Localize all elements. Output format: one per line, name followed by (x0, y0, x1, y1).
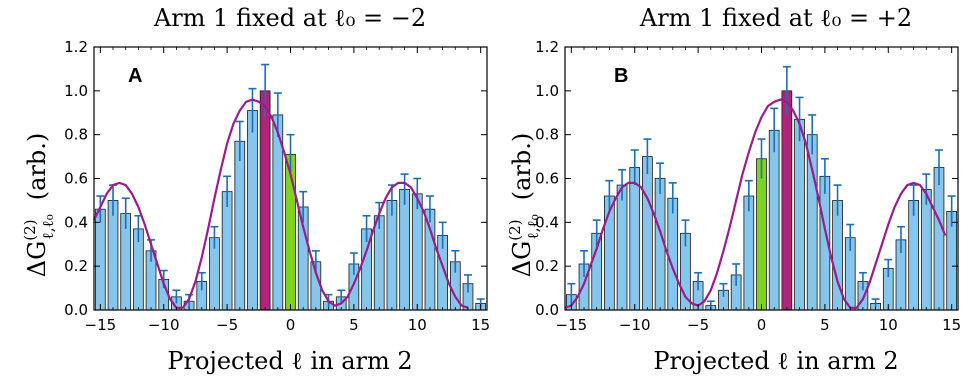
bar (806, 134, 818, 311)
bar (399, 189, 410, 311)
x-tick-label: 10 (879, 316, 898, 334)
y-label-sup: (2) (21, 219, 39, 240)
y-tick-label: 0.4 (64, 213, 88, 231)
y-label-sub: ℓ,ℓ₀ (524, 214, 542, 239)
bar (247, 110, 258, 311)
fit-curve (93, 98, 469, 309)
x-tick-label: −15 (556, 316, 588, 334)
bar (743, 195, 755, 311)
bar (794, 118, 805, 311)
bar (667, 197, 679, 311)
x-tick-label: 5 (349, 316, 359, 334)
x-tick-label: 10 (408, 316, 427, 334)
highlighted-bar (781, 90, 793, 311)
bar (920, 189, 932, 311)
panel-label: B (614, 65, 628, 87)
y-tick-label: 0.0 (64, 301, 88, 319)
error-bars (567, 65, 956, 310)
panel-b: Arm 1 fixed at ℓ₀ = +2 ΔG(2)ℓ,ℓ₀ (arb.) P… (506, 4, 961, 375)
x-axis: −15 −10 −5 0 5 10 15 (556, 47, 961, 334)
y-tick-label: 0.2 (64, 257, 88, 275)
x-tick-label: 0 (286, 316, 296, 334)
x-tick-label: −15 (85, 316, 117, 334)
y-tick-label: 0.2 (535, 257, 559, 275)
y-label-sub: ℓ,ℓ₀ (39, 214, 57, 239)
error-bars (96, 63, 485, 308)
y-tick-label: 0.8 (535, 126, 559, 144)
x-axis: −15 −10 −5 0 5 10 15 (85, 47, 490, 334)
y-tick-label: 1.2 (64, 38, 88, 56)
highlighted-bar (756, 158, 767, 311)
x-tick-label: −5 (687, 316, 709, 334)
y-label-unit: (arb.) (508, 133, 536, 201)
y-tick-label: 1.0 (535, 82, 559, 100)
bar (411, 193, 423, 311)
y-label-main: ΔG (23, 241, 51, 278)
y-axis-label: ΔG(2)ℓ,ℓ₀ (arb.) (21, 133, 57, 277)
x-tick-label: −10 (148, 316, 180, 334)
x-tick-label: 0 (757, 316, 767, 334)
bar (642, 156, 653, 311)
y-tick-label: 0.6 (535, 170, 559, 188)
y-label-main: ΔG (508, 241, 536, 278)
bar (94, 208, 106, 311)
y-label-unit: (arb.) (23, 133, 51, 201)
y-tick-label: 1.0 (64, 82, 88, 100)
bar (768, 129, 780, 311)
panel-label: A (128, 65, 142, 87)
x-tick-label: −5 (216, 316, 238, 334)
y-label-sup: (2) (506, 219, 524, 240)
bar (933, 167, 945, 311)
bar (107, 200, 119, 311)
y-axis-label: ΔG(2)ℓ,ℓ₀ (arb.) (506, 133, 542, 277)
chart-title: Arm 1 fixed at ℓ₀ = +2 (639, 4, 912, 32)
svg-text:ΔG(2)ℓ,ℓ₀(arb.): ΔG(2)ℓ,ℓ₀ (arb.) (21, 133, 57, 277)
svg-text:ΔG(2)ℓ,ℓ₀(arb.): ΔG(2)ℓ,ℓ₀ (arb.) (506, 133, 542, 277)
bar (373, 215, 385, 311)
x-axis-label: Projected ℓ in arm 2 (653, 347, 898, 375)
bar (234, 140, 246, 311)
y-axis: 0.0 0.2 0.4 0.6 0.8 1.0 1.2 (535, 38, 958, 319)
x-tick-label: 5 (820, 316, 830, 334)
bar (616, 184, 628, 311)
y-tick-label: 0.4 (535, 213, 559, 231)
fit-curve (564, 98, 947, 309)
y-tick-label: 0.8 (64, 126, 88, 144)
y-tick-label: 1.2 (535, 38, 559, 56)
bars (94, 90, 487, 311)
bar (908, 200, 919, 311)
y-tick-label: 0.0 (535, 301, 559, 319)
x-tick-label: 15 (471, 316, 490, 334)
highlighted-bar (259, 90, 271, 311)
bar (386, 200, 398, 311)
panel-a: Arm 1 fixed at ℓ₀ = −2 ΔG(2)ℓ,ℓ₀ (arb.) P… (21, 4, 490, 375)
bar (629, 167, 641, 311)
y-tick-label: 0.6 (64, 170, 88, 188)
bar (221, 191, 233, 311)
bar (424, 208, 436, 311)
x-tick-label: 15 (942, 316, 961, 334)
x-tick-label: −10 (619, 316, 651, 334)
y-axis: 0.0 0.2 0.4 0.6 0.8 1.0 1.2 (64, 38, 487, 319)
x-axis-label: Projected ℓ in arm 2 (167, 347, 412, 375)
chart-title: Arm 1 fixed at ℓ₀ = −2 (153, 4, 426, 32)
